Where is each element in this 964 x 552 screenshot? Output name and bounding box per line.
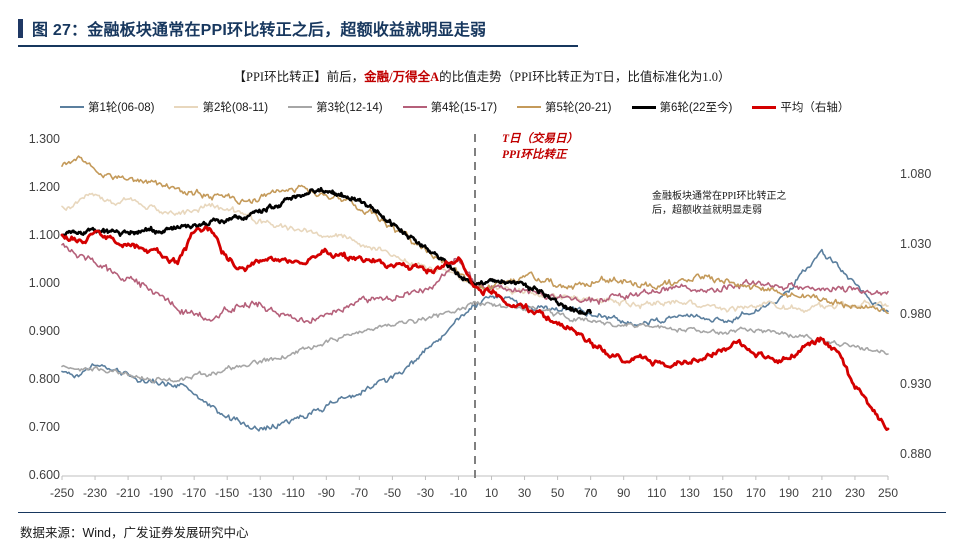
x-axis-tick-label: -170 — [182, 486, 207, 500]
legend-swatch-icon — [60, 106, 84, 108]
x-axis-tick-label: 130 — [679, 486, 700, 500]
legend-label: 第2轮(08-11) — [202, 102, 269, 114]
x-axis-tick-label: 70 — [583, 486, 598, 500]
legend-label: 第6轮(22至今) — [659, 102, 733, 114]
x-axis-tick-label: 10 — [484, 486, 499, 500]
x-axis-tick-label: -110 — [281, 486, 305, 500]
y-axis-left-tick: 0.800 — [28, 372, 60, 386]
legend-item-5[interactable]: 第5轮(20-21) — [517, 99, 612, 115]
y-axis-left-tick: 0.900 — [28, 324, 60, 338]
legend-swatch-icon — [288, 106, 313, 108]
legend-swatch-icon — [517, 106, 542, 108]
annotation-t-day: T日（交易日） PPI环比转正 — [502, 133, 579, 161]
y-axis-left-tick: 0.700 — [28, 420, 60, 434]
series-line-6 — [60, 186, 592, 316]
legend-swatch-icon — [402, 106, 427, 108]
y-axis-right-tick: 1.080 — [900, 167, 932, 182]
legend-label: 第1轮(06-08) — [88, 102, 155, 114]
legend-label: 平均（右轴） — [780, 102, 850, 114]
x-axis-tick-label: -90 — [317, 486, 335, 500]
page-title: 图 27：金融板块通常在PPI环比转正之后，超额收益就明显走弱 — [32, 22, 487, 39]
legend-item-3[interactable]: 第3轮(12-14) — [288, 99, 383, 115]
x-axis-tick-label: 170 — [745, 486, 766, 500]
y-axis-left-tick: 0.600 — [28, 468, 60, 482]
x-axis-tick-label: -50 — [383, 486, 402, 500]
x-axis-tick-label: 210 — [811, 486, 832, 500]
x-axis-tick-label: 230 — [844, 486, 865, 500]
x-axis-tick-label: 50 — [550, 486, 565, 500]
x-axis-tick-label: -10 — [449, 486, 468, 500]
legend-item-6[interactable]: 第6轮(22至今) — [631, 99, 733, 115]
x-axis-tick-label: -70 — [350, 486, 369, 500]
x-axis-tick-label: -30 — [416, 486, 435, 500]
x-axis-labels: -250 -230 -210 -190 -170 -150 -130 -110 -90 -70 -5… — [0, 486, 964, 504]
y-axis-left-tick: 1.100 — [28, 228, 60, 242]
chart-plot-area — [0, 128, 964, 488]
legend-swatch-icon — [174, 106, 199, 108]
legend-item-1[interactable]: 第1轮(06-08) — [60, 99, 154, 115]
chart-canvas — [60, 134, 890, 480]
x-axis-tick-label: 190 — [778, 486, 799, 500]
series-line-1 — [61, 248, 889, 432]
x-axis-tick-label: 30 — [517, 486, 532, 500]
data-source: 数据来源：Wind，广发证券发展研究中心 — [20, 526, 249, 540]
x-axis-tick-label: -230 — [83, 486, 108, 500]
subtitle-highlight: 金融/万得全A — [364, 70, 440, 84]
series-line-3 — [61, 300, 889, 384]
legend-label: 第5轮(20-21) — [545, 102, 612, 114]
annotation-note: 金融板块通常在PPI环比转正之后，超额收益就明显走弱 — [652, 191, 787, 216]
legend-item-2[interactable]: 第2轮(08-11) — [174, 99, 268, 115]
y-axis-left-tick: 1.300 — [28, 132, 60, 146]
subtitle-post: 的比值走势（PPI环比转正为T日，比值标准化为1.0） — [439, 70, 731, 84]
y-axis-left-tick: 1.000 — [28, 276, 60, 290]
chart-title-bar: 图 27：金融板块通常在PPI环比转正之后，超额收益就明显走弱 — [18, 13, 946, 43]
legend-label: 第3轮(12-14) — [316, 102, 383, 114]
subtitle-pre: 【PPI环比转正】前后， — [233, 70, 365, 84]
x-axis-tick-label: 90 — [616, 486, 631, 500]
series-line-7 — [60, 225, 890, 431]
y-axis-right-tick: 0.880 — [900, 447, 932, 462]
footer-divider — [18, 512, 946, 514]
chart-subtitle: 【PPI环比转正】前后，金融/万得全A的比值走势（PPI环比转正为T日，比值标准… — [0, 66, 964, 85]
x-axis-tick-label: -210 — [116, 486, 141, 500]
x-axis-tick-label: -190 — [149, 486, 174, 500]
x-axis-tick-label: 150 — [712, 486, 733, 500]
title-accent-bar — [18, 18, 23, 38]
y-axis-right-tick: 1.030 — [900, 237, 932, 252]
x-axis-tick-label: 110 — [647, 486, 667, 500]
y-axis-left-tick: 1.200 — [28, 180, 60, 194]
legend-item-7[interactable]: 平均（右轴） — [752, 99, 849, 115]
legend-swatch-icon — [752, 105, 777, 109]
x-axis-tick-label: -250 — [49, 486, 75, 500]
x-axis-tick-label: 250 — [877, 486, 899, 500]
legend-item-4[interactable]: 第4轮(15-17) — [402, 99, 498, 115]
legend-swatch-icon — [631, 105, 656, 109]
y-axis-right-tick: 0.980 — [900, 307, 932, 322]
chart-legend: 第1轮(06-08) 第2轮(08-11) 第3轮(12-14) 第4轮(15-17)… — [60, 97, 920, 117]
legend-label: 第4轮(15-17) — [430, 102, 498, 114]
x-axis-tick-label: -150 — [215, 486, 240, 500]
title-divider — [18, 45, 578, 47]
x-axis-tick-label: -130 — [248, 486, 273, 500]
series-line-4 — [61, 242, 889, 324]
y-axis-right-tick: 0.930 — [900, 377, 932, 392]
